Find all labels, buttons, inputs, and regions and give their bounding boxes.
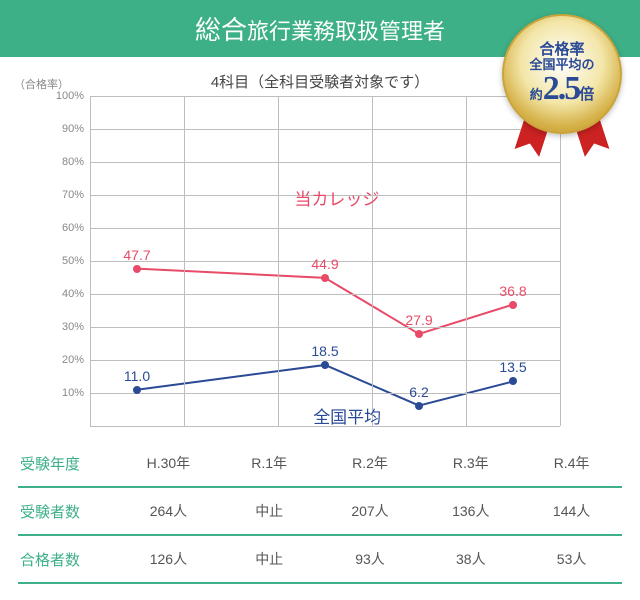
gridline-v [90, 96, 91, 426]
badge-prefix: 約 [530, 88, 543, 101]
table-cell: 53人 [521, 549, 622, 569]
badge-number: 2.5 [543, 72, 580, 106]
badge-line1: 合格率 [539, 42, 584, 59]
data-label: 6.2 [409, 384, 428, 400]
row-header: 受験年度 [18, 453, 118, 474]
series-label: 当カレッジ [294, 185, 379, 210]
ytick-label: 60% [44, 222, 84, 234]
gridline-v [184, 96, 185, 426]
gridline-h [90, 228, 560, 229]
table-cell: 126人 [118, 549, 219, 569]
table-cell: H.30年 [118, 453, 219, 473]
table-row: 合格者数126人中止93人38人53人 [18, 536, 622, 584]
gridline-h [90, 96, 560, 97]
data-label: 27.9 [405, 312, 432, 328]
data-label: 44.9 [311, 256, 338, 272]
ytick-label: 30% [44, 321, 84, 333]
gridline-h [90, 129, 560, 130]
data-point [509, 377, 517, 385]
gridline-v [466, 96, 467, 426]
data-point [133, 386, 141, 394]
data-point [321, 361, 329, 369]
table-cell: 38人 [420, 549, 521, 569]
header-prefix: 総合 [195, 15, 247, 45]
data-point [133, 265, 141, 273]
badge-suffix: 倍 [579, 87, 594, 102]
table-cell: 中止 [219, 549, 320, 569]
table-cell: 136人 [420, 501, 521, 521]
table-cell: 93人 [320, 549, 421, 569]
badge-circle: 合格率 全国平均の 約 2.5 倍 [502, 14, 622, 134]
data-label: 36.8 [499, 283, 526, 299]
data-table: 受験年度H.30年R.1年R.2年R.3年R.4年受験者数264人中止207人1… [18, 440, 622, 584]
data-point [509, 301, 517, 309]
series-label: 全国平均 [313, 403, 381, 428]
ytick-label: 70% [44, 189, 84, 201]
table-cell: 中止 [219, 501, 320, 521]
ytick-label: 80% [44, 156, 84, 168]
ytick-label: 100% [44, 90, 84, 102]
row-header: 合格者数 [18, 549, 118, 570]
gridline-h [90, 327, 560, 328]
table-row: 受験者数264人中止207人136人144人 [18, 488, 622, 536]
ytick-label: 40% [44, 288, 84, 300]
data-point [321, 274, 329, 282]
header-rest: 旅行業務取扱管理者 [247, 19, 445, 44]
table-cell: 144人 [521, 501, 622, 521]
data-label: 11.0 [124, 368, 150, 384]
row-header: 受験者数 [18, 501, 118, 522]
data-point [415, 330, 423, 338]
ytick-label: 20% [44, 354, 84, 366]
gridline-h [90, 294, 560, 295]
data-point [415, 402, 423, 410]
table-cell: R.1年 [219, 453, 320, 473]
data-label: 13.5 [499, 359, 526, 375]
gridline-h [90, 393, 560, 394]
badge-line3: 約 2.5 倍 [530, 72, 595, 106]
ytick-label: 50% [44, 255, 84, 267]
plot-area: 10%20%30%40%50%60%70%80%90%100%47.744.92… [90, 96, 560, 426]
table-cell: R.2年 [320, 453, 421, 473]
gridline-v [278, 96, 279, 426]
chart: 10%20%30%40%50%60%70%80%90%100%47.744.92… [40, 96, 560, 426]
data-label: 47.7 [123, 247, 150, 263]
gridline-h [90, 162, 560, 163]
table-row: 受験年度H.30年R.1年R.2年R.3年R.4年 [18, 440, 622, 488]
table-cell: 207人 [320, 501, 421, 521]
ytick-label: 90% [44, 123, 84, 135]
ytick-label: 10% [44, 387, 84, 399]
table-cell: R.4年 [521, 453, 622, 473]
gridline-v [372, 96, 373, 426]
table-cell: 264人 [118, 501, 219, 521]
table-cell: R.3年 [420, 453, 521, 473]
series-line [137, 365, 513, 406]
data-label: 18.5 [311, 343, 338, 359]
badge: 合格率 全国平均の 約 2.5 倍 [492, 14, 632, 154]
